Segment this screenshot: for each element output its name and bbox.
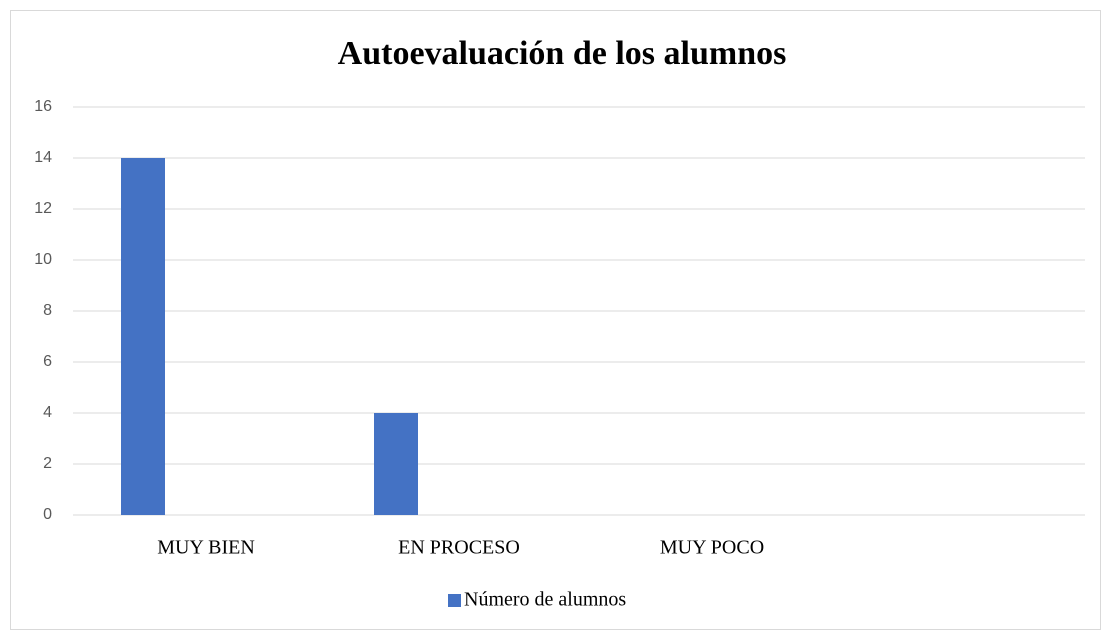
y-tick-label: 8: [43, 302, 52, 319]
y-tick-label: 6: [43, 353, 52, 370]
y-tick-label: 14: [34, 149, 52, 166]
y-tick-label: 4: [43, 404, 52, 421]
legend-label: Número de alumnos: [464, 589, 626, 611]
x-tick-label: MUY POCO: [660, 537, 764, 559]
y-tick-label: 10: [34, 251, 52, 268]
chart-border: [10, 10, 1101, 630]
bar: [121, 158, 165, 515]
chart-title: Autoevaluación de los alumnos: [338, 35, 787, 72]
y-tick-label: 12: [34, 200, 52, 217]
y-tick-label: 16: [34, 98, 52, 115]
y-tick-label: 2: [43, 455, 52, 472]
bar: [374, 413, 418, 515]
y-tick-label: 0: [43, 506, 52, 523]
legend-swatch: [448, 594, 461, 607]
x-tick-label: MUY BIEN: [157, 537, 255, 559]
x-tick-label: EN PROCESO: [398, 537, 520, 559]
